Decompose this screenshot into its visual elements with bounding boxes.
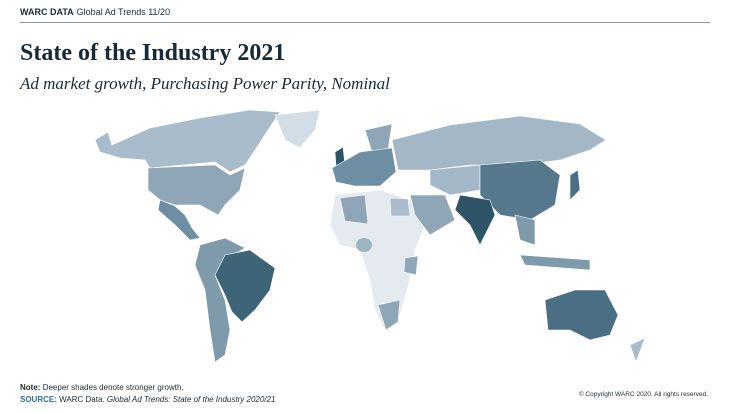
source-label: SOURCE: xyxy=(20,395,57,404)
russia xyxy=(391,115,607,171)
new-zealand xyxy=(629,337,646,363)
source-title: Global Ad Trends: State of the Industry … xyxy=(106,395,276,404)
indonesia xyxy=(519,254,591,271)
kenya xyxy=(403,255,419,276)
header-rule xyxy=(20,22,710,23)
algeria xyxy=(339,194,369,225)
source: SOURCE: WARC Data. Global Ad Trends: Sta… xyxy=(20,395,275,404)
egypt xyxy=(389,197,411,217)
brand: WARC DATA xyxy=(20,7,74,17)
middle-east xyxy=(409,194,456,236)
australia xyxy=(544,289,619,341)
copyright: © Copyright WARC 2020. All rights reserv… xyxy=(578,391,708,398)
usa xyxy=(147,164,246,216)
title: State of the Industry 2021 xyxy=(20,40,286,66)
china xyxy=(479,159,561,221)
greenland xyxy=(274,109,321,149)
europe xyxy=(331,147,397,187)
canada xyxy=(94,109,281,173)
india xyxy=(454,194,496,246)
brazil xyxy=(214,249,276,323)
mexico xyxy=(157,199,201,241)
header: WARC DATA Global Ad Trends 11/20 xyxy=(20,7,170,17)
note-text: Deeper shades denote stronger growth. xyxy=(42,383,184,392)
note: Note: Deeper shades denote stronger grow… xyxy=(20,383,184,392)
japan xyxy=(569,169,581,201)
subtitle: Ad market growth, Purchasing Power Parit… xyxy=(20,74,390,93)
central-asia xyxy=(429,164,481,196)
south-america xyxy=(194,237,246,363)
southeast-asia xyxy=(514,214,536,246)
south-africa xyxy=(377,299,401,331)
scandinavia xyxy=(364,123,393,153)
note-label: Note: xyxy=(20,383,41,392)
source-text: WARC Data. xyxy=(59,395,105,404)
nigeria xyxy=(356,238,372,252)
publication: Global Ad Trends 11/20 xyxy=(76,7,171,17)
